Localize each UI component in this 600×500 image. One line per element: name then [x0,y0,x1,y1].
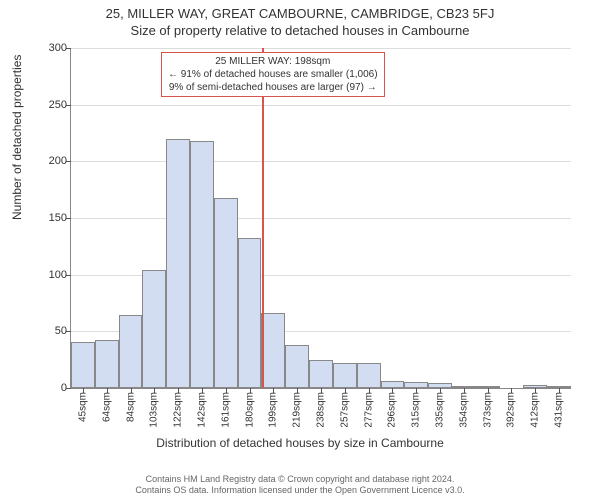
xtick-label: 238sqm [316,392,327,428]
y-axis-label: Number of detached properties [10,55,24,220]
x-axis-label: Distribution of detached houses by size … [0,436,600,450]
xtick-label: 142sqm [196,392,207,428]
histogram-bar [261,313,285,388]
histogram-bar [238,238,262,388]
xtick-label: 277sqm [363,392,374,428]
histogram-bar [285,345,309,388]
histogram-bar [333,363,357,388]
histogram-bar [357,363,381,388]
xtick-label: 373sqm [482,392,493,428]
gridline [71,48,571,49]
ytick-label: 200 [37,155,67,167]
xtick-label: 161sqm [220,392,231,428]
xtick-label: 412sqm [530,392,541,428]
histogram-bar [214,198,238,388]
xtick-label: 296sqm [387,392,398,428]
footer-attribution: Contains HM Land Registry data © Crown c… [0,474,600,496]
ytick-label: 50 [37,325,67,337]
ytick-label: 250 [37,99,67,111]
ytick-label: 100 [37,269,67,281]
gridline [71,161,571,162]
gridline [71,218,571,219]
histogram-bar [309,360,333,388]
histogram-bar [71,342,95,388]
xtick-label: 257sqm [339,392,350,428]
xtick-label: 354sqm [458,392,469,428]
gridline [71,105,571,106]
footer-line-1: Contains HM Land Registry data © Crown c… [0,474,600,485]
annotation-line: ← 91% of detached houses are smaller (1,… [168,68,378,81]
xtick-label: 392sqm [506,392,517,428]
histogram-bar [166,139,190,388]
xtick-label: 180sqm [244,392,255,428]
xtick-label: 103sqm [149,392,160,428]
annotation-line: 9% of semi-detached houses are larger (9… [168,81,378,94]
ytick-label: 300 [37,42,67,54]
xtick-label: 219sqm [292,392,303,428]
xtick-label: 122sqm [173,392,184,428]
xtick-label: 199sqm [268,392,279,428]
xtick-label: 315sqm [411,392,422,428]
histogram-bar [119,315,143,388]
xtick-label: 64sqm [101,392,112,422]
histogram-bar [381,381,405,388]
xtick-label: 431sqm [554,392,565,428]
histogram-bar [95,340,119,388]
xtick-label: 335sqm [435,392,446,428]
histogram-bar [142,270,166,388]
xtick-label: 45sqm [77,392,88,422]
annotation-line: 25 MILLER WAY: 198sqm [168,55,378,68]
ytick-label: 150 [37,212,67,224]
ytick-label: 0 [37,382,67,394]
xtick-label: 84sqm [125,392,136,422]
marker-line [262,48,264,388]
chart-area: 05010015020025030045sqm64sqm84sqm103sqm1… [50,48,570,418]
chart-subtitle: Size of property relative to detached ho… [0,21,600,38]
annotation-box: 25 MILLER WAY: 198sqm← 91% of detached h… [161,52,385,97]
plot-region: 05010015020025030045sqm64sqm84sqm103sqm1… [70,48,571,389]
chart-title: 25, MILLER WAY, GREAT CAMBOURNE, CAMBRID… [0,0,600,21]
chart-container: 25, MILLER WAY, GREAT CAMBOURNE, CAMBRID… [0,0,600,500]
footer-line-2: Contains OS data. Information licensed u… [0,485,600,496]
histogram-bar [190,141,214,388]
